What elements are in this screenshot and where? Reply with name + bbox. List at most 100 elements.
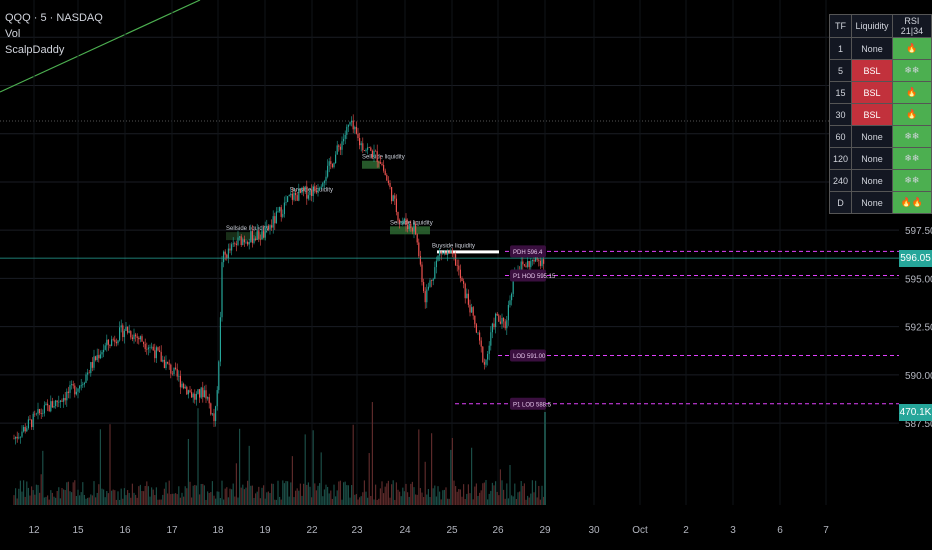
candle-body: [442, 252, 444, 254]
volume-bar: [74, 480, 76, 505]
candle-body: [522, 261, 524, 265]
volume-bar: [299, 483, 301, 505]
candle-body: [15, 436, 17, 439]
volume-bar: [467, 484, 469, 505]
candle-body: [338, 145, 340, 147]
candle-body: [330, 161, 332, 165]
volume-bar: [315, 490, 317, 505]
volume-bar: [43, 497, 45, 505]
candle-body: [130, 331, 132, 338]
volume-bar: [266, 492, 268, 505]
candle-body: [199, 389, 201, 398]
volume-bar: [112, 489, 114, 505]
liquidity-label: Sellside liquidity: [390, 220, 433, 226]
candle-body: [359, 138, 361, 146]
volume-bar: [99, 429, 101, 505]
candle-body: [133, 334, 135, 340]
volume-bar: [442, 490, 444, 505]
time-tick-label: 26: [492, 525, 504, 536]
row-tf: D: [828, 191, 853, 214]
candle-body: [311, 189, 313, 197]
volume-bar: [435, 496, 437, 505]
candle-body: [506, 320, 508, 329]
row-tf: 120: [828, 147, 853, 170]
volume-bar: [531, 480, 533, 505]
candle-body: [485, 359, 487, 365]
candle-body: [423, 282, 425, 292]
volume-bar: [490, 490, 492, 505]
volume-bar: [320, 452, 322, 505]
volume-bar: [13, 495, 15, 505]
volume-bar: [469, 493, 471, 505]
indicator-scalpdaddy[interactable]: ScalpDaddy: [5, 44, 65, 56]
volume-bar: [35, 484, 37, 505]
volume-bars: [13, 402, 546, 505]
level-label: PDH 596.4: [513, 250, 543, 256]
volume-bar: [301, 495, 303, 505]
volume-bar: [215, 498, 217, 505]
candle-body: [391, 187, 393, 202]
candle-body: [339, 146, 341, 150]
candle-body: [344, 134, 346, 139]
candle-body: [211, 413, 213, 415]
volume-bar: [293, 497, 295, 505]
volume-bar: [37, 485, 39, 505]
volume-bar: [362, 492, 364, 505]
candle-body: [179, 375, 181, 388]
volume-bar: [247, 480, 249, 505]
symbol-title[interactable]: QQQ · 5 · NASDAQ: [5, 12, 103, 24]
candle-body: [120, 325, 122, 328]
liquidity-zones: Sellside liquidity Buyside liquidity Sells…: [226, 155, 499, 254]
volume-bar: [255, 493, 257, 505]
candle-body: [392, 195, 394, 202]
candle-body: [181, 383, 183, 388]
volume-bar: [456, 491, 458, 505]
volume-bar: [309, 486, 311, 505]
row-tf: 1: [828, 37, 853, 60]
candle-body: [493, 323, 495, 328]
time-axis[interactable]: 12 15 16 17 18 19 22 23 24 25 26 29 30 Oct 2 3 6 7: [28, 525, 829, 536]
candle-body: [235, 243, 237, 245]
volume-bar: [400, 496, 402, 505]
candle-body: [197, 389, 199, 394]
volume-bar: [194, 484, 196, 505]
candle-body: [432, 278, 434, 281]
candle-body: [440, 251, 442, 254]
volume-bar: [415, 494, 417, 505]
candle-body: [384, 170, 386, 176]
volume-bar: [155, 487, 157, 505]
table-row: 30 BSL 🔥: [828, 103, 932, 126]
candle-body: [213, 413, 215, 422]
volume-bar: [440, 499, 442, 505]
candle-body: [154, 350, 156, 359]
volume-bar: [27, 487, 29, 505]
volume-bar: [338, 481, 340, 505]
candle-body: [192, 393, 194, 398]
volume-bar: [496, 491, 498, 505]
volume-bar: [64, 490, 66, 505]
candle-body: [447, 251, 449, 255]
candle-body: [487, 353, 489, 360]
volume-bar: [475, 483, 477, 505]
candle-body: [141, 336, 143, 342]
volume-bar: [91, 495, 93, 505]
volume-bar: [251, 485, 253, 505]
volume-bar: [429, 497, 431, 505]
candle-body: [368, 147, 370, 148]
candle-body: [151, 346, 153, 348]
candle-body: [162, 359, 164, 362]
candle-body: [247, 241, 249, 245]
volume-bar: [93, 481, 95, 505]
candle-body: [466, 293, 468, 299]
price-candles: [13, 114, 545, 445]
volume-bar: [144, 485, 146, 505]
indicator-vol[interactable]: Vol: [5, 28, 21, 40]
time-tick-label: 29: [539, 525, 551, 536]
candle-body: [258, 230, 260, 239]
volume-bar: [226, 487, 228, 505]
volume-bar: [16, 498, 18, 505]
candle-body: [533, 259, 535, 262]
volume-bar: [410, 483, 412, 505]
candle-body: [218, 361, 220, 391]
